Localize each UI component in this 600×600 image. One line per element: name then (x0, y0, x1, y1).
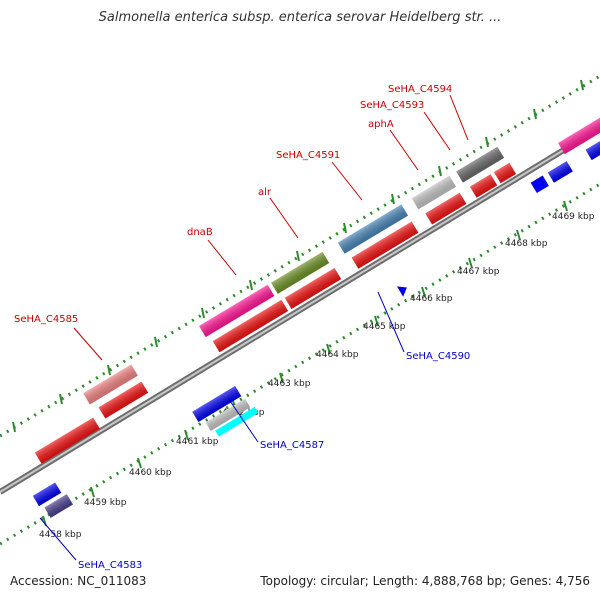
ruler-tick (533, 108, 537, 120)
ruler-tick (343, 222, 347, 234)
scale-label: 4469 kbp (552, 212, 595, 222)
gene-label: alr (258, 187, 272, 198)
gene-label: SeHA_C4590 (406, 351, 470, 362)
ruler-tick (516, 229, 521, 241)
forward-genes (34, 117, 600, 464)
genome-backbone (0, 125, 600, 495)
ruler-tick (326, 343, 331, 355)
upper-ruler-ticks (12, 79, 584, 433)
scale-label: 4464 kbp (316, 350, 359, 360)
ruler-tick (468, 257, 473, 269)
scale-label: 4462 kbp (222, 408, 265, 418)
scale-label: 4460 kbp (129, 468, 172, 478)
gene-label: dnaB (187, 227, 213, 238)
scale-label: 4458 kbp (39, 530, 82, 540)
forward-labels: SeHA_C4585 dnaB alr SeHA_C4591 aphA SeHA… (14, 84, 469, 361)
ruler-tick (580, 79, 584, 91)
lower-ruler (0, 182, 600, 546)
gene-block[interactable] (215, 406, 259, 437)
gene-block[interactable] (396, 282, 410, 297)
reverse-genes (32, 129, 600, 518)
ruler-tick (374, 315, 379, 327)
accession-text: Accession: NC_011083 (10, 574, 147, 588)
gene-block[interactable] (530, 175, 549, 194)
gene-label: SeHA_C4594 (388, 84, 452, 95)
ruler-tick (421, 286, 426, 298)
gene-label: SeHA_C4583 (78, 560, 142, 571)
ruler-tick (201, 307, 205, 319)
scale-label: 4466 kbp (410, 294, 453, 304)
ruler-tick (137, 457, 142, 469)
gene-label: SeHA_C4593 (360, 100, 424, 111)
ruler-tick (184, 429, 189, 441)
gene-label: SeHA_C4585 (14, 314, 78, 325)
ruler-tick (296, 250, 300, 262)
ruler-tick (107, 364, 111, 376)
scale-label: 4467 kbp (457, 267, 500, 277)
gene-label: aphA (368, 119, 394, 130)
reverse-labels: SeHA_C4583 SeHA_C4587 SeHA_C4590 (39, 291, 470, 571)
scale-label: 4465 kbp (363, 322, 406, 332)
scale-label: 4461 kbp (176, 437, 219, 447)
ruler-tick (391, 193, 395, 205)
ruler-tick (59, 393, 63, 405)
map-title: Salmonella enterica subsp. enterica sero… (98, 10, 502, 25)
ruler-tick (438, 165, 442, 177)
ruler-tick (12, 421, 16, 433)
gene-label: SeHA_C4587 (260, 440, 324, 451)
ruler-tick (279, 372, 284, 384)
topology-text: Topology: circular; Length: 4,888,768 bp… (260, 574, 590, 588)
gene-label: SeHA_C4591 (276, 150, 340, 161)
ruler-tick (249, 279, 253, 291)
ruler-tick (154, 336, 158, 348)
lower-ruler-ticks (42, 200, 568, 527)
scale-label: 4463 kbp (268, 379, 311, 389)
ruler-tick (90, 486, 95, 498)
ruler-tick (485, 136, 489, 148)
ruler-tick (563, 200, 568, 212)
scale-labels: 4458 kbp 4459 kbp 4460 kbp 4461 kbp 4462… (39, 212, 595, 540)
scale-label: 4468 kbp (505, 239, 548, 249)
scale-label: 4459 kbp (84, 498, 127, 508)
